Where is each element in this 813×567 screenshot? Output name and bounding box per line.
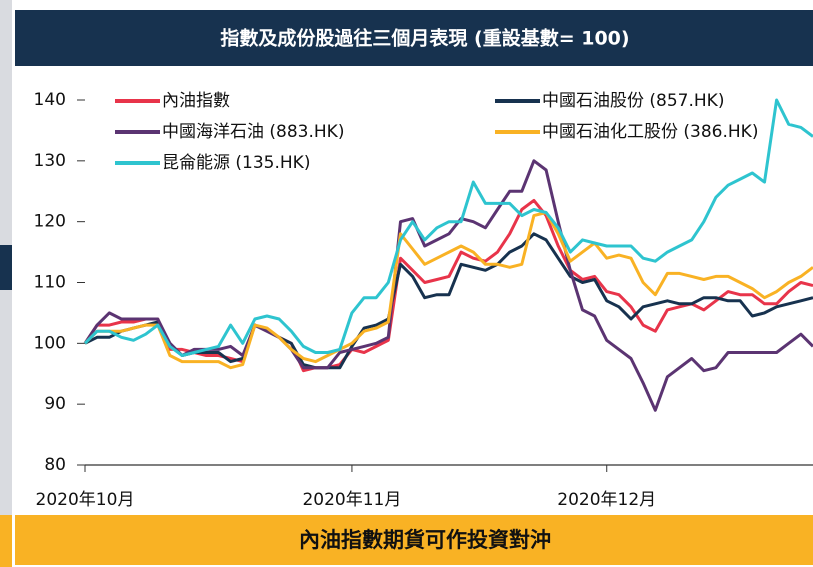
x-tick-label: 2020年10月 [36,490,135,510]
y-tick-label: 120 [34,212,66,232]
legend-label: 昆侖能源 (135.HK) [162,153,310,173]
series-line [84,232,813,370]
series-line [83,211,813,370]
y-tick-label: 90 [44,394,66,414]
y-tick-label: 100 [34,333,66,353]
banner-bar [15,515,813,565]
y-tick-label: 130 [34,151,66,171]
series-line [83,98,813,357]
banner-text: 內油指數期貨可作投資對沖 [299,528,551,552]
legend-label: 內油指數 [162,91,230,111]
y-tick-label: 140 [34,90,66,110]
side-block [0,245,12,290]
chart-title: 指數及成份股過往三個月表現 (重設基數= 100) [220,27,629,50]
x-tick-label: 2020年12月 [557,490,656,510]
series-line [83,159,813,412]
legend-label: 中國海洋石油 (883.HK) [162,122,344,142]
y-tick-label: 110 [34,273,66,293]
y-tick-label: 80 [44,455,66,475]
side-block [0,515,12,567]
legend-label: 中國石油化工股份 (386.HK) [542,122,758,142]
legend-label: 中國石油股份 (857.HK) [542,91,724,111]
series-line [83,198,813,373]
title-bar [15,10,813,66]
x-tick-label: 2020年11月 [302,490,401,510]
